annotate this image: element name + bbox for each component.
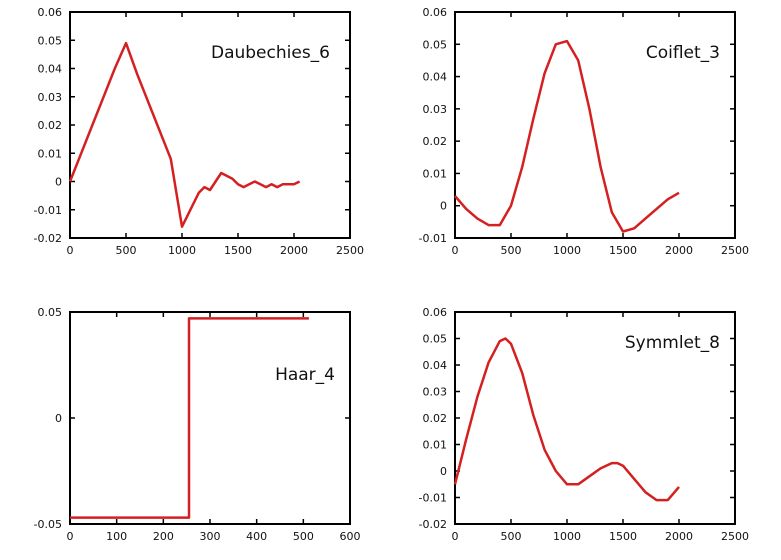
x-tick-label: 1500 xyxy=(609,244,637,257)
y-tick-label: 0.05 xyxy=(38,34,63,47)
y-tick-label: 0.06 xyxy=(423,6,448,19)
x-tick-label: 300 xyxy=(200,530,221,543)
y-tick-label: 0.01 xyxy=(423,167,448,180)
y-tick-label: 0 xyxy=(440,465,447,478)
series-line xyxy=(70,317,309,519)
y-tick-label: 0.02 xyxy=(38,119,63,132)
x-tick-label: 1000 xyxy=(168,244,196,257)
x-tick-label: 1000 xyxy=(553,530,581,543)
x-tick-label: 1500 xyxy=(609,530,637,543)
y-tick-label: -0.01 xyxy=(34,204,62,217)
x-tick-label: 2000 xyxy=(280,244,308,257)
plot-frame xyxy=(454,11,736,239)
y-tick-label: 0.04 xyxy=(423,71,448,84)
x-tick-label: 2000 xyxy=(665,244,693,257)
y-tick-label: 0.01 xyxy=(38,147,63,160)
chart-title: Haar_4 xyxy=(275,365,335,385)
x-tick-label: 600 xyxy=(340,530,361,543)
chart-panel-daubechies: 0 500 1000 1500 2000 2500 -0.02 -0.01 0 0.01 0.02 0… xyxy=(34,6,364,257)
x-tick-label: 500 xyxy=(116,244,137,257)
x-tick-label: 500 xyxy=(293,530,314,543)
chart-title: Daubechies_6 xyxy=(211,43,330,63)
x-tick-label: 0 xyxy=(452,244,459,257)
y-tick-label: 0 xyxy=(55,176,62,189)
y-tick-label: 0.05 xyxy=(423,38,448,51)
series-line xyxy=(454,39,680,233)
x-tick-label: 200 xyxy=(153,530,174,543)
x-tick-label: 500 xyxy=(501,244,522,257)
y-tick-label: 0.03 xyxy=(423,103,448,116)
x-tick-label: 1000 xyxy=(553,244,581,257)
y-tick-label: 0.05 xyxy=(38,306,63,319)
y-tick-label: 0.04 xyxy=(423,359,448,372)
y-tick-label: 0.01 xyxy=(423,439,448,452)
plot-frame xyxy=(69,311,351,525)
y-tick-label: 0.06 xyxy=(38,6,63,19)
x-tick-label: 2500 xyxy=(721,530,749,543)
y-tick-label: -0.05 xyxy=(34,518,62,531)
y-tick-label: 0.03 xyxy=(38,91,63,104)
chart-title: Symmlet_8 xyxy=(625,333,720,353)
x-tick-label: 100 xyxy=(106,530,127,543)
x-tick-label: 400 xyxy=(246,530,267,543)
x-tick-label: 1500 xyxy=(224,244,252,257)
y-tick-label: -0.02 xyxy=(34,232,62,245)
chart-panel-symmlet: 0 500 1000 1500 2000 2500 -0.02 -0.01 0 0.01 0.02 0… xyxy=(419,306,749,543)
chart-panel-haar: 0 100 200 300 400 500 600 -0.05 0 0.05 Haar_4 xyxy=(34,306,361,543)
x-tick-label: 500 xyxy=(501,530,522,543)
y-tick-label: 0.04 xyxy=(38,63,63,76)
y-tick-label: 0.06 xyxy=(423,306,448,319)
chart-title: Coiflet_3 xyxy=(646,43,720,63)
y-tick-label: -0.01 xyxy=(419,492,447,505)
chart-panel-coiflet: 0 500 1000 1500 2000 2500 -0.01 0 0.01 0.02 0.03 0.… xyxy=(419,6,749,257)
y-tick-label: -0.02 xyxy=(419,518,447,531)
x-tick-label: 0 xyxy=(67,244,74,257)
x-tick-label: 0 xyxy=(452,530,459,543)
y-tick-label: 0.03 xyxy=(423,386,448,399)
series-line xyxy=(453,337,680,502)
y-tick-label: 0.05 xyxy=(423,333,448,346)
x-tick-label: 2000 xyxy=(665,530,693,543)
y-tick-label: 0.02 xyxy=(423,412,448,425)
y-tick-label: 0 xyxy=(55,412,62,425)
y-tick-label: 0.02 xyxy=(423,135,448,148)
y-tick-label: 0 xyxy=(440,200,447,213)
series-line xyxy=(68,41,301,228)
y-tick-label: -0.01 xyxy=(419,232,447,245)
x-tick-label: 2500 xyxy=(336,244,364,257)
x-tick-label: 0 xyxy=(67,530,74,543)
x-tick-label: 2500 xyxy=(721,244,749,257)
